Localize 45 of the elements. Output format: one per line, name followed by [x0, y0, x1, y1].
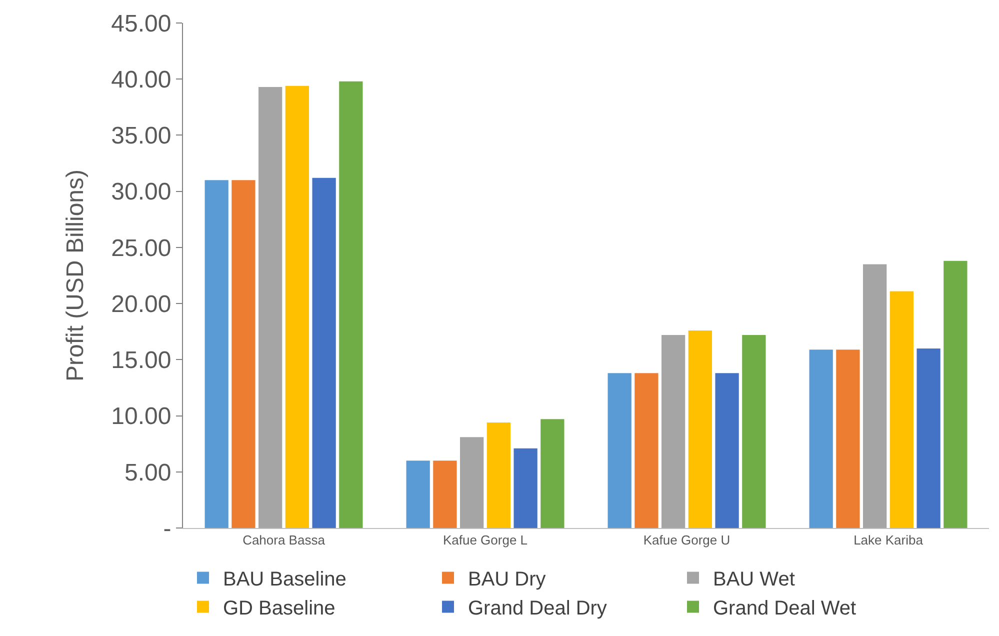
bar — [433, 460, 457, 528]
bar — [460, 437, 484, 528]
bar — [916, 348, 940, 528]
y-tick-label: 25.00 — [111, 234, 172, 262]
y-tick-label: 30.00 — [111, 178, 172, 206]
y-tick-label: 20.00 — [111, 290, 172, 318]
y-tick-label: - — [163, 515, 172, 542]
bar — [285, 86, 309, 528]
x-tick-label: Kafue Gorge U — [643, 532, 730, 548]
bar — [540, 419, 564, 528]
bar — [944, 260, 968, 528]
legend-label: Grand Deal Dry — [468, 598, 607, 620]
bar — [662, 334, 686, 528]
bar — [339, 81, 363, 528]
legend-label: BAU Wet — [713, 568, 796, 591]
bar — [742, 334, 766, 528]
y-tick-label: 15.00 — [111, 347, 172, 374]
bar — [863, 264, 887, 528]
bar — [312, 178, 336, 528]
legend-label: BAU Dry — [468, 568, 546, 591]
y-tick-label: 45.00 — [111, 10, 172, 38]
bar — [809, 350, 833, 528]
legend-label: Grand Deal Wet — [713, 598, 856, 620]
x-tick-label: Kafue Gorge L — [442, 532, 528, 548]
legend-label: GD Baseline — [223, 598, 336, 620]
bar — [715, 373, 739, 528]
x-tick-label: Lake Kariba — [854, 532, 924, 548]
bar — [836, 350, 860, 528]
bar — [258, 86, 282, 528]
bar — [204, 180, 228, 528]
y-axis-title: Profit (USD Billions) — [62, 169, 90, 382]
bar — [608, 373, 632, 528]
bar — [688, 330, 712, 528]
x-tick-label: Cahora Bassa — [242, 532, 326, 548]
bar — [634, 373, 658, 528]
legend-label: BAU Baseline — [223, 568, 346, 591]
bar — [890, 291, 914, 528]
y-tick-label: 35.00 — [111, 122, 172, 150]
bar — [514, 448, 538, 528]
bar — [486, 422, 510, 528]
y-tick-label: 40.00 — [111, 66, 172, 94]
bar — [406, 460, 430, 528]
y-tick-label: 10.00 — [111, 403, 172, 430]
y-tick-label: 5.00 — [124, 459, 172, 486]
bar — [232, 180, 256, 528]
